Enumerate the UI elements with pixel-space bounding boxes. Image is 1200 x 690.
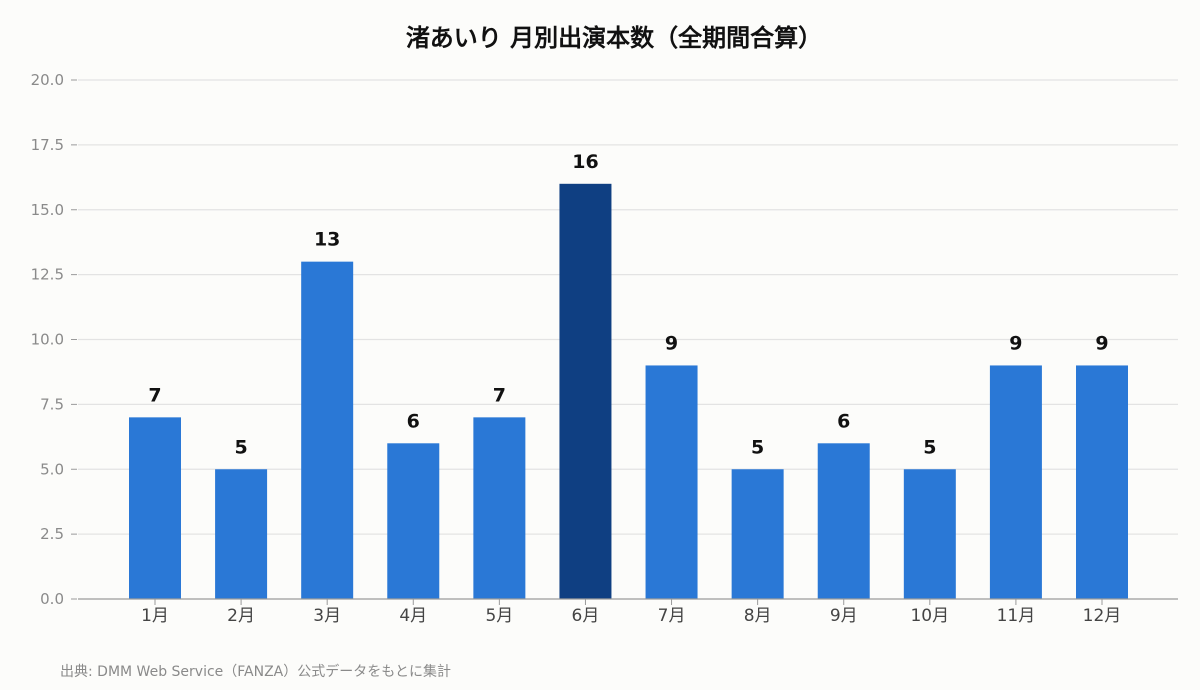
data-label-6: 16 xyxy=(572,151,598,173)
chart-title: 渚あいり 月別出演本数（全期間合算） xyxy=(406,24,822,52)
x-tick-label: 11月 xyxy=(997,606,1036,626)
x-tick-label: 12月 xyxy=(1083,606,1122,626)
y-tick-label: 2.5 xyxy=(40,525,64,543)
x-tick-label: 4月 xyxy=(399,606,427,626)
y-axis: 0.0 2.5 5.0 7.5 10.0 12.5 15.0 17.5 20.0 xyxy=(31,71,77,608)
y-tick-label: 12.5 xyxy=(31,266,64,284)
bar-1 xyxy=(129,417,181,599)
source-note: 出典: DMM Web Service（FANZA）公式データをもとに集計 xyxy=(60,663,451,680)
bar-layer xyxy=(129,183,1128,600)
data-label-8: 5 xyxy=(751,436,764,458)
data-label-10: 5 xyxy=(923,436,936,458)
x-axis: 1月 2月 3月 4月 5月 6月 7月 8月 9月 10月 11月 12月 xyxy=(78,598,1178,626)
bar-10 xyxy=(903,469,956,599)
x-tick-label: 10月 xyxy=(910,606,949,626)
bar-7 xyxy=(645,365,698,599)
bar-8 xyxy=(731,469,784,599)
y-tick-label: 10.0 xyxy=(31,331,64,349)
bar-4 xyxy=(387,443,440,599)
y-tick-label: 0.0 xyxy=(40,590,64,608)
data-label-layer: 7 5 13 6 7 16 9 5 6 5 9 9 xyxy=(148,151,1108,458)
data-label-12: 9 xyxy=(1095,332,1108,354)
x-tick-label: 5月 xyxy=(485,606,513,626)
data-label-3: 13 xyxy=(314,229,340,251)
bar-11 xyxy=(989,365,1042,599)
x-tick-label: 9月 xyxy=(830,606,858,626)
bar-12 xyxy=(1076,365,1128,599)
y-tick-label: 7.5 xyxy=(40,395,64,413)
y-tick-label: 15.0 xyxy=(31,201,64,219)
x-tick-label: 1月 xyxy=(141,606,169,626)
y-tick-label: 20.0 xyxy=(31,71,64,89)
x-tick-label: 8月 xyxy=(744,606,772,626)
y-tick-label: 17.5 xyxy=(31,136,64,154)
bar-3 xyxy=(301,261,354,599)
bar-2 xyxy=(215,469,268,599)
data-label-4: 6 xyxy=(407,410,420,432)
x-tick-label: 2月 xyxy=(227,606,255,626)
x-tick-label: 3月 xyxy=(313,606,341,626)
data-label-1: 7 xyxy=(148,384,161,406)
bar-6 xyxy=(559,183,612,600)
data-label-9: 6 xyxy=(837,410,850,432)
y-tick-label: 5.0 xyxy=(40,460,64,478)
bar-5 xyxy=(473,417,526,599)
data-label-2: 5 xyxy=(234,436,247,458)
x-tick-label: 7月 xyxy=(658,606,686,626)
bar-9 xyxy=(817,443,870,599)
data-label-7: 9 xyxy=(665,332,678,354)
data-label-11: 9 xyxy=(1009,332,1022,354)
x-tick-label: 6月 xyxy=(572,606,600,626)
data-label-5: 7 xyxy=(493,384,506,406)
